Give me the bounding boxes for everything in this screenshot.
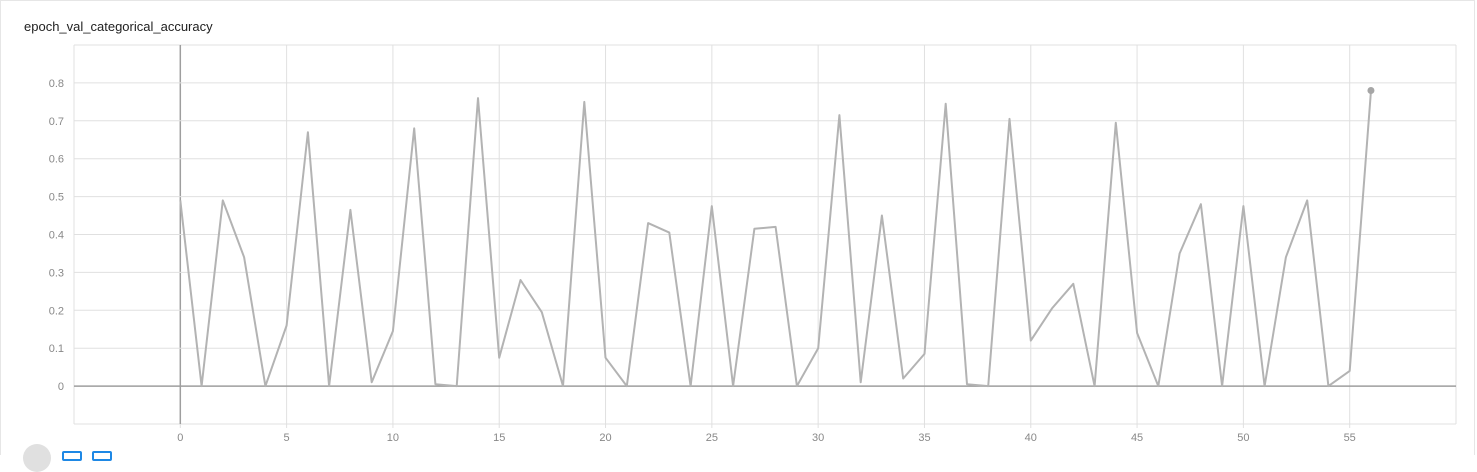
x-tick-label: 30 bbox=[812, 432, 824, 444]
last-point-marker bbox=[1367, 86, 1375, 94]
y-tick-label: 0.2 bbox=[49, 305, 64, 317]
x-tick-label: 55 bbox=[1344, 432, 1356, 444]
x-tick-label: 40 bbox=[1025, 432, 1037, 444]
x-tick-label: 5 bbox=[284, 432, 290, 444]
y-tick-label: 0.5 bbox=[49, 192, 64, 204]
x-tick-label: 15 bbox=[493, 432, 505, 444]
series-line bbox=[179, 90, 1372, 388]
y-tick-label: 0.6 bbox=[49, 154, 64, 166]
x-tick-label: 45 bbox=[1131, 432, 1143, 444]
y-tick-label: 0 bbox=[58, 381, 64, 393]
expand-icon[interactable] bbox=[62, 451, 82, 461]
x-tick-label: 25 bbox=[706, 432, 718, 444]
x-tick-label: 0 bbox=[177, 432, 183, 444]
y-tick-label: 0.7 bbox=[49, 116, 64, 128]
line-chart: 0 5 10 15 20 25 30 35 40 45 50 55 0 0.1 0.2 0.3 0.4 0.5 0.… bbox=[49, 44, 1457, 444]
chart-card: epoch_val_categorical_accuracy bbox=[0, 0, 1475, 455]
toggle-circle-button[interactable] bbox=[23, 444, 51, 472]
data-icon[interactable] bbox=[92, 451, 112, 461]
chart-title: epoch_val_categorical_accuracy bbox=[24, 19, 213, 34]
x-tick-label: 20 bbox=[599, 432, 611, 444]
x-tick-label: 50 bbox=[1237, 432, 1249, 444]
y-tick-label: 0.3 bbox=[49, 267, 64, 279]
x-tick-label: 35 bbox=[918, 432, 930, 444]
y-tick-label: 0.8 bbox=[49, 78, 64, 90]
y-tick-label: 0.1 bbox=[49, 343, 64, 355]
x-tick-label: 10 bbox=[387, 432, 399, 444]
y-tick-label: 0.4 bbox=[49, 230, 64, 242]
